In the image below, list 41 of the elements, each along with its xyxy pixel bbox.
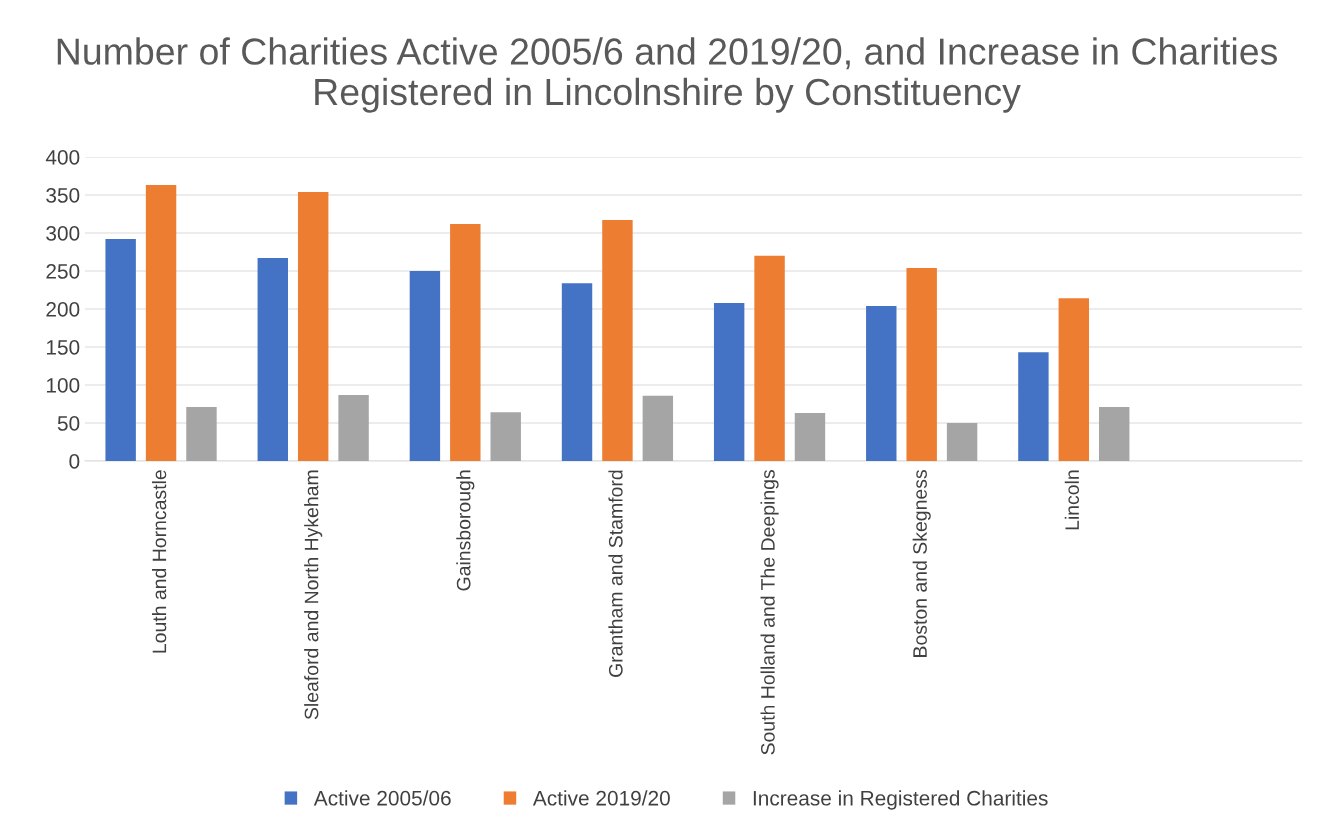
bar [754,255,785,461]
bar [490,412,521,461]
bar [1018,352,1049,461]
x-tick-label: Sleaford and North Hykeham [304,470,323,720]
x-tick-label: Grantham and Stamford [608,470,623,677]
y-tick-label: 200 [46,302,80,317]
bar [1058,298,1090,461]
bar [257,258,288,461]
bar [713,302,745,461]
bar [297,191,329,461]
y-tick-label: 350 [46,188,80,203]
y-tick-label: 400 [45,150,80,165]
chart-title: Number of Charities Active 2005/6 and 2019/20, and Increase in Charities Registered in Lincolnshire by Constituency [57,37,1278,113]
bar [338,394,369,461]
bar [145,185,177,461]
x-tick-label: Gainsborough [456,470,475,591]
legend-label: Increase in Registered Charities [753,790,1048,810]
legend-label: Active 2005/06 [313,790,451,806]
y-tick-label: 50 [57,416,80,431]
bar [906,267,937,461]
x-tick-label: Lincoln [1064,470,1080,530]
bar [105,239,136,461]
x-tick-label: Louth and Horncastle [152,470,167,653]
bar [866,305,897,461]
bar [946,423,978,461]
bar [602,220,633,461]
legend-label: Active 2019/20 [532,790,670,806]
bar [1099,407,1130,461]
bar [450,223,481,461]
x-tick-label: South Holland and The Deepings [760,470,779,755]
x-tick-label: Boston and Skegness [912,470,931,657]
y-tick-label: 0 [69,454,80,469]
bar [409,271,441,461]
bar [794,413,826,461]
y-tick-label: 300 [46,226,80,241]
bar [642,395,674,461]
bar [186,407,217,461]
bar [561,283,593,461]
y-tick-label: 100 [46,378,80,393]
y-tick-label: 150 [46,340,80,355]
y-tick-label: 250 [46,264,80,279]
